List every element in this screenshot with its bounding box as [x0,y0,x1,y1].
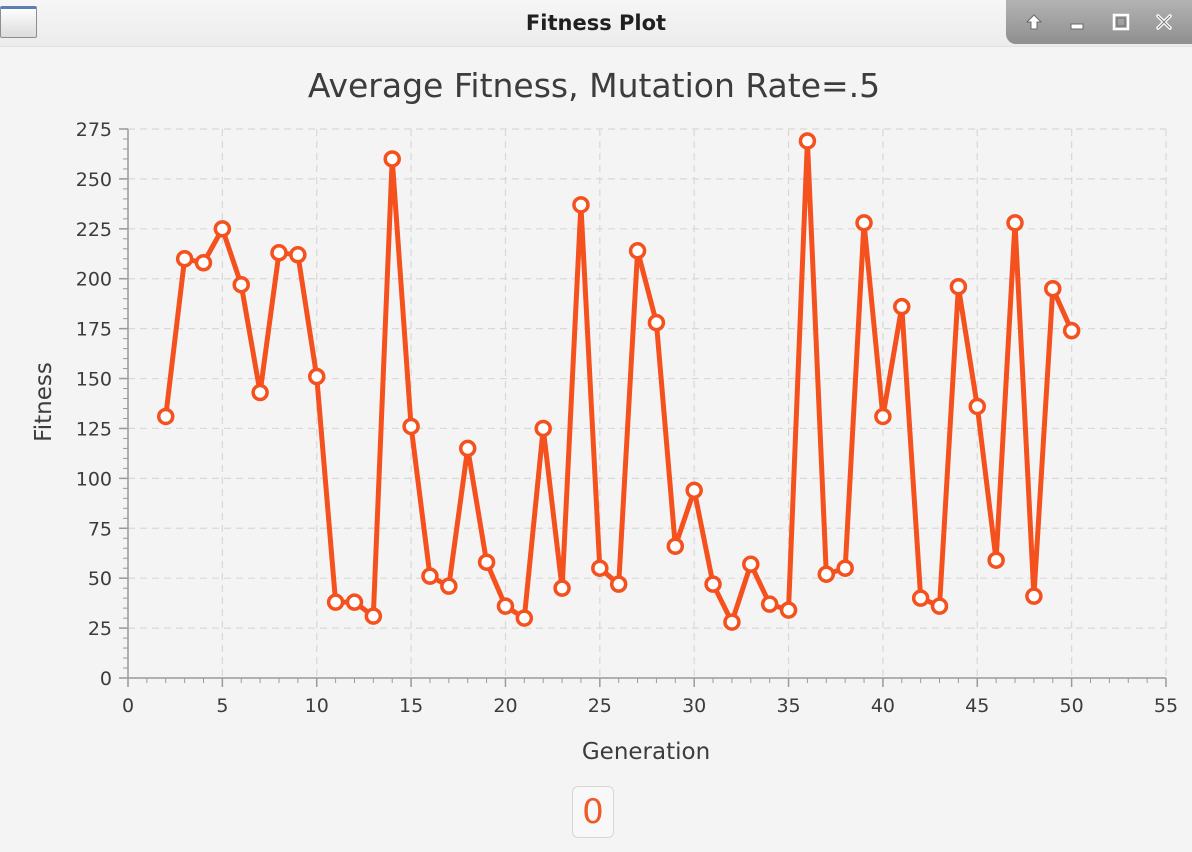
x-tick-label: 40 [871,695,895,717]
y-tick-label: 75 [88,518,112,540]
data-point [232,275,250,294]
y-axis-label: Fitness [31,362,57,442]
data-point [307,367,326,386]
data-point [326,593,345,611]
data-point [742,555,760,573]
data-point [609,575,628,593]
y-tick-label: 275 [76,119,112,141]
data-point [949,277,968,296]
data-point [817,565,836,583]
y-tick-label: 0 [100,668,112,690]
y-axis-ticks: 0 25 50 75 100 125 150 175 200 225 250 275 [76,119,128,690]
data-point [591,559,609,577]
data-point [968,397,987,416]
x-tick-label: 30 [682,695,706,717]
data-point [270,244,288,262]
data-point [1025,587,1043,605]
x-tick-label: 55 [1154,695,1178,717]
x-tick-label: 50 [1060,695,1084,717]
window-controls [1006,0,1192,44]
chart-title: Average Fitness, Mutation Rate=.5 [308,66,880,105]
data-point [1062,321,1081,340]
x-tick-label: 45 [965,695,989,717]
data-point [1044,279,1062,298]
restore-up-icon[interactable] [1019,7,1049,37]
y-tick-label: 125 [76,418,112,440]
data-point [213,220,232,238]
data-point [647,313,666,332]
y-tick-label: 50 [88,568,112,590]
generation-counter: 0 [572,786,614,838]
data-point [779,601,798,619]
window-title: Fitness Plot [525,11,667,35]
y-tick-label: 175 [76,319,112,341]
y-tick-label: 250 [76,169,112,191]
fitness-line-chart: Average Fitness, Mutation Rate=.5 0 5 10 15… [31,66,1178,765]
maximize-icon[interactable] [1106,7,1136,37]
x-tick-label: 35 [776,695,800,717]
y-tick-label: 100 [76,468,112,490]
data-point [798,132,817,150]
data-point [723,613,741,631]
data-point [289,246,307,264]
y-tick-label: 225 [76,219,112,241]
x-axis-label: Generation [582,739,710,765]
chart-axes [127,129,1166,679]
data-point [534,419,552,438]
data-point [987,551,1005,569]
data-point [893,297,911,316]
x-axis-ticks: 0 5 10 15 20 25 30 35 40 45 50 55 [122,678,1178,717]
data-point [911,589,930,607]
data-point [760,595,779,613]
data-point [440,577,458,595]
minimize-icon[interactable] [1062,7,1092,37]
x-tick-label: 10 [305,695,329,717]
data-point [685,481,703,500]
x-tick-label: 5 [216,695,228,717]
data-point [496,597,515,615]
data-point [572,196,590,214]
data-point [836,559,854,577]
data-point [383,150,401,168]
data-point [402,417,420,436]
title-bar: Fitness Plot [0,0,1192,47]
data-point [704,575,722,593]
data-point [194,254,213,272]
data-point [458,439,477,458]
data-point [251,383,269,402]
data-point [477,553,496,571]
y-tick-label: 150 [76,369,112,391]
series-line [163,138,1075,625]
data-point [855,214,873,232]
chart-container: Average Fitness, Mutation Rate=.5 0 5 10 15… [0,47,1192,787]
y-tick-label: 200 [76,269,112,291]
data-point [1006,214,1024,232]
data-point [175,250,194,268]
x-tick-label: 15 [399,695,423,717]
data-point [666,537,685,555]
data-point [553,579,571,597]
y-tick-label: 25 [88,618,112,640]
x-tick-label: 20 [493,695,517,717]
data-point [515,609,534,627]
data-point [421,567,439,585]
data-point [874,407,892,426]
x-tick-label: 25 [588,695,612,717]
data-point [156,407,175,426]
data-point [628,242,647,260]
data-point [930,597,949,615]
series-group [156,132,1081,631]
close-icon[interactable] [1149,7,1179,37]
window-app-icon[interactable] [0,6,37,38]
x-tick-label: 0 [122,695,134,717]
data-point [364,607,383,625]
data-point [345,593,364,611]
chart-grid [128,128,1167,678]
